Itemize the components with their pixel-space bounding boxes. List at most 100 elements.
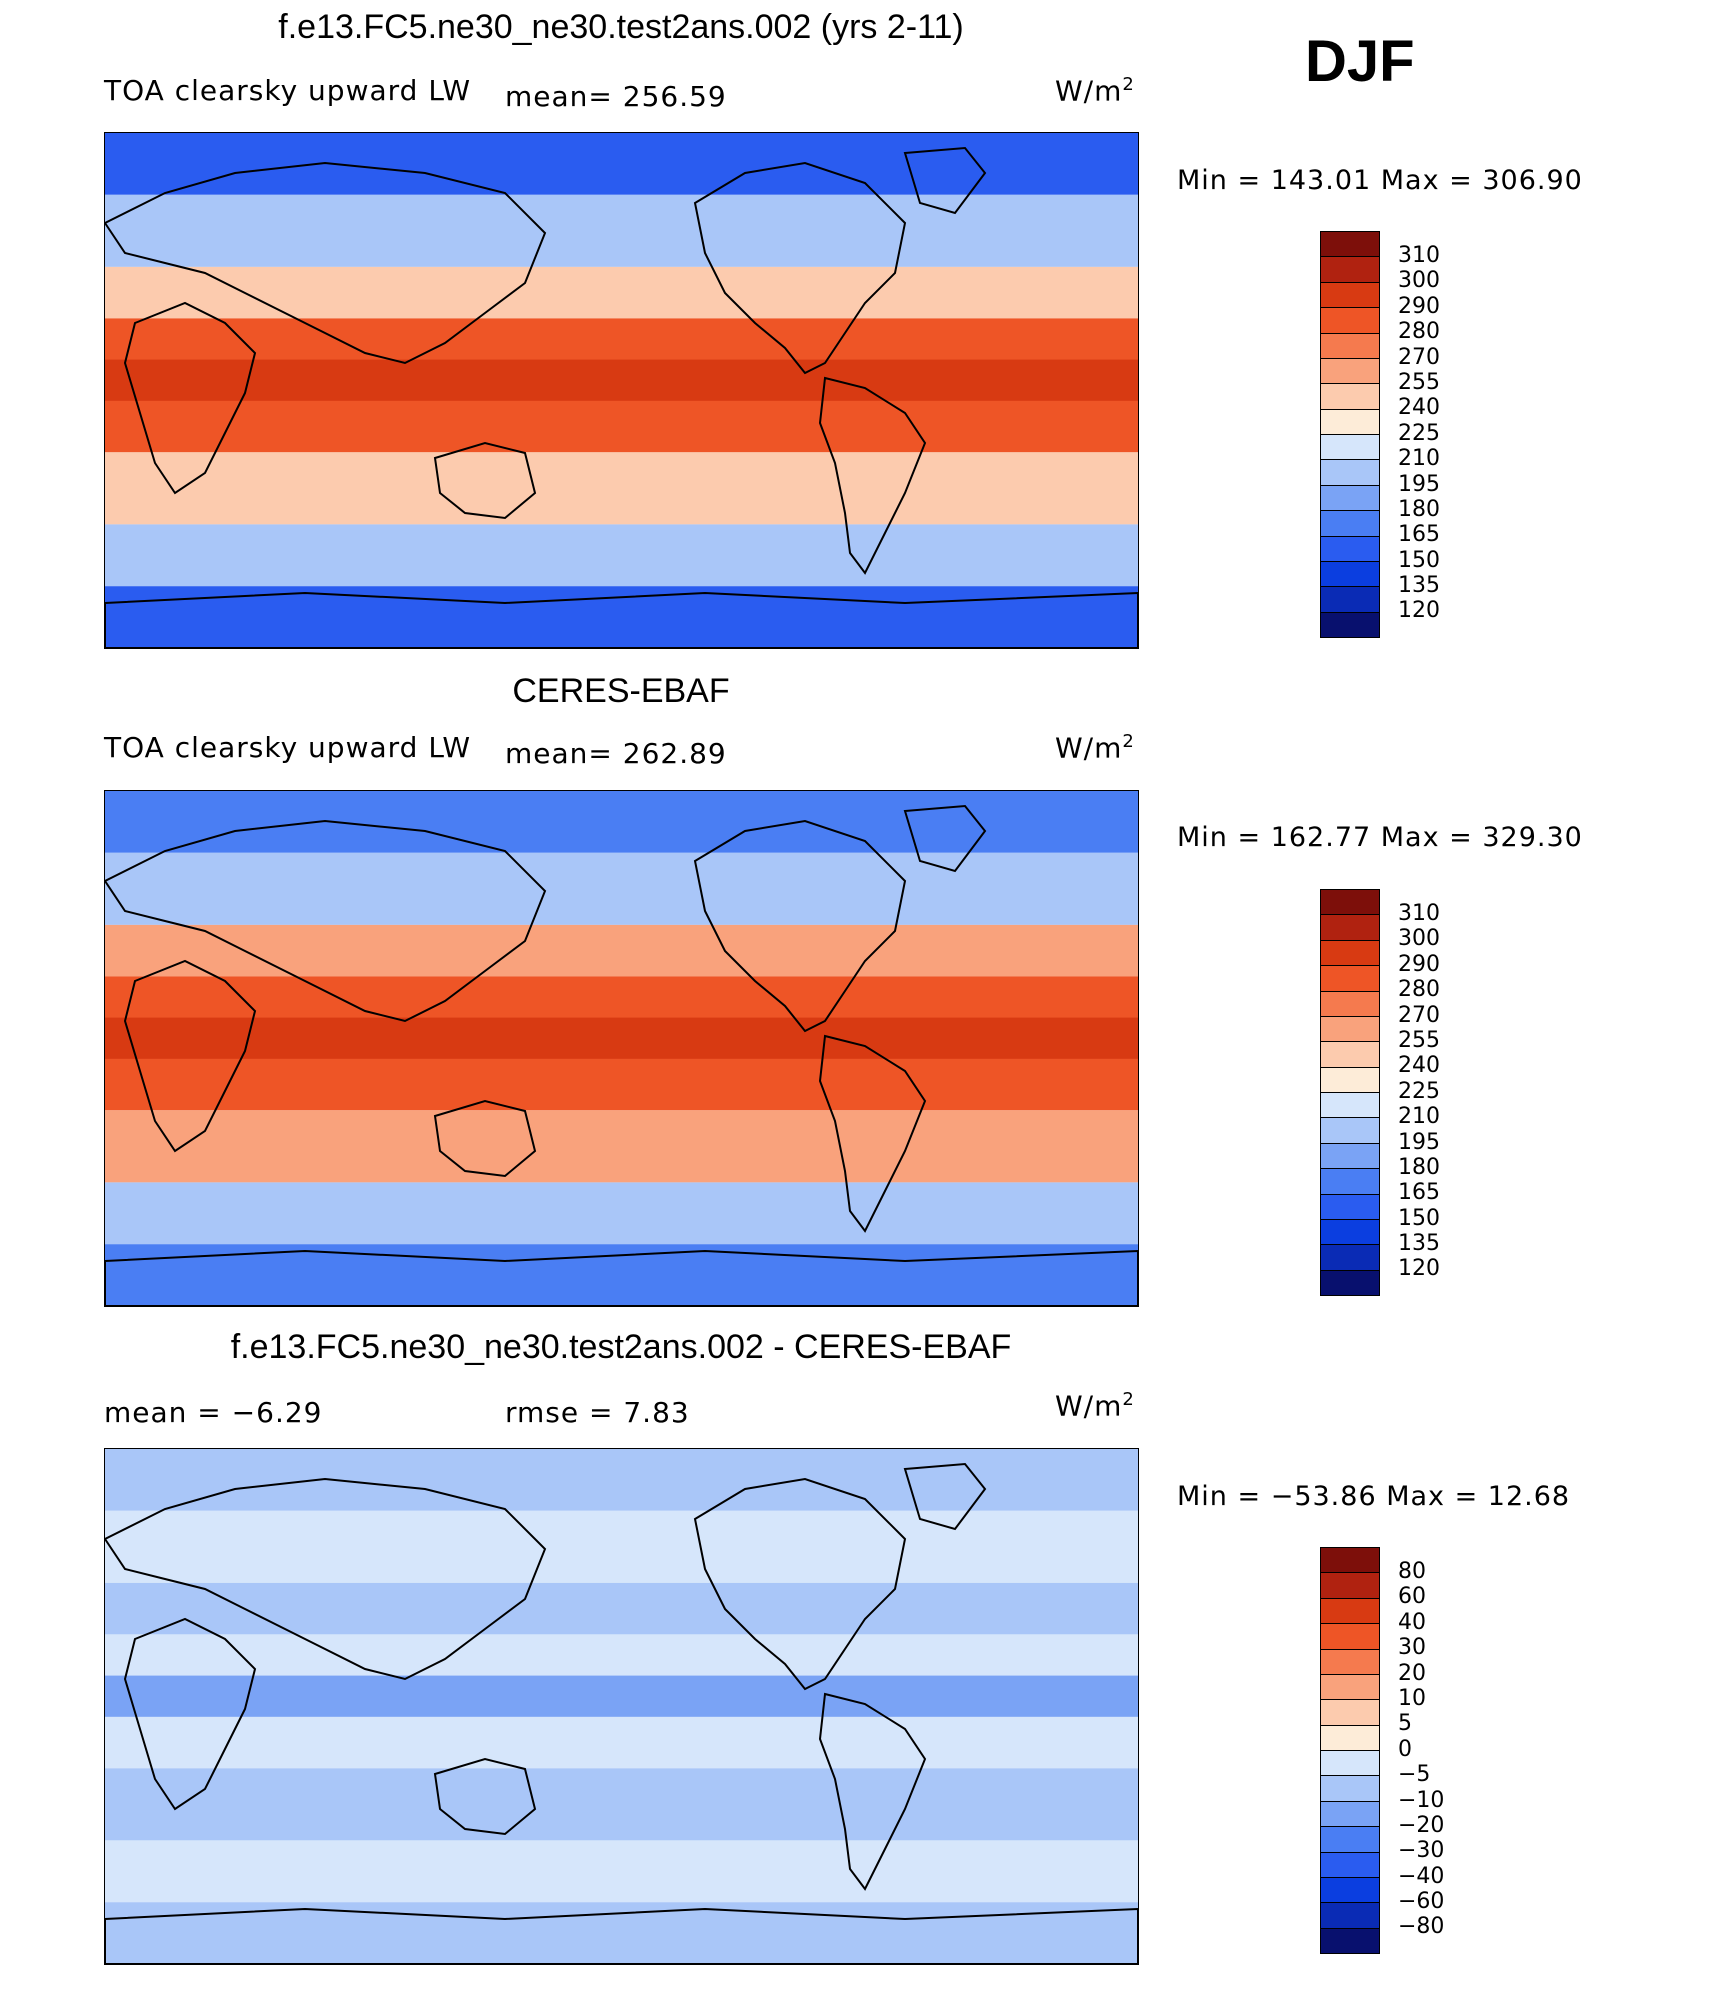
panel-1-mean-label: mean= 256.59: [505, 80, 727, 113]
coastline: [693, 161, 907, 375]
zonal-band: [105, 133, 1138, 195]
panel-3-map: [104, 1448, 1139, 1965]
colorbar-tick-label: 240: [1398, 1053, 1440, 1079]
colorbar-segment: [1321, 1041, 1379, 1067]
colorbar-segment: [1321, 307, 1379, 333]
colorbar-tick-label: 135: [1398, 573, 1440, 599]
map-canvas: [105, 133, 1138, 648]
panel-3-min-max: Min = −53.86 Max = 12.68: [1177, 1481, 1571, 1512]
colorbar-tick-label: 180: [1398, 496, 1440, 522]
colorbar-tick-label: 40: [1398, 1609, 1426, 1635]
colorbar-segment: [1321, 383, 1379, 409]
colorbar-tick-label: 180: [1398, 1154, 1440, 1180]
colorbar-tick-label: 290: [1398, 293, 1440, 319]
coastline: [123, 1617, 257, 1811]
zonal-band: [105, 1675, 1138, 1717]
panel-1-units: W/m2: [1055, 74, 1135, 108]
colorbar-segment: [1321, 332, 1379, 358]
colorbar-tick-label: 165: [1398, 1180, 1440, 1206]
colorbar-segment: [1321, 1902, 1379, 1928]
colorbar-tick-label: 60: [1398, 1584, 1426, 1610]
season-label: DJF: [1305, 29, 1415, 94]
coastline: [433, 1757, 537, 1836]
zonal-band: [105, 852, 1138, 925]
panel-3-units: W/m2: [1055, 1389, 1135, 1423]
colorbar-segment: [1321, 1851, 1379, 1877]
colorbar-segment: [1321, 484, 1379, 511]
panel-3-colorbar-labels: 80 60 40 30 20 10 5 0 −5 −10 −20 −30 −40 −60 −80: [1398, 1559, 1444, 1940]
colorbar-segment: [1321, 1015, 1379, 1042]
zonal-band: [105, 1110, 1138, 1183]
colorbar-segment: [1321, 1876, 1379, 1903]
panel-3-rmse-label: rmse = 7.83: [505, 1396, 690, 1429]
zonal-band: [105, 194, 1138, 267]
map-canvas: [105, 1449, 1138, 1964]
colorbar-segment: [1321, 890, 1379, 915]
coastline: [433, 1099, 537, 1178]
panel-3-colorbar: [1320, 1547, 1380, 1954]
coastline: [105, 1477, 547, 1681]
colorbar-tick-label: 225: [1398, 1078, 1440, 1104]
colorbar-tick-label: 270: [1398, 1002, 1440, 1028]
colorbar-tick-label: 20: [1398, 1660, 1426, 1686]
colorbar-segment: [1321, 281, 1379, 308]
panel-2-title: CERES-EBAF: [512, 672, 730, 710]
coastline: [105, 591, 1138, 648]
colorbar-segment: [1321, 510, 1379, 536]
coastline: [818, 1692, 927, 1891]
colorbar-segment: [1321, 586, 1379, 612]
panel-2-variable-label: TOA clearsky upward LW: [104, 731, 472, 764]
colorbar-segment: [1321, 939, 1379, 966]
colorbar-segment: [1321, 1193, 1379, 1219]
colorbar-segment: [1321, 1142, 1379, 1169]
colorbar-tick-label: −60: [1398, 1889, 1445, 1915]
colorbar-segment: [1321, 1572, 1379, 1598]
colorbar-tick-label: 210: [1398, 1104, 1440, 1130]
map-canvas: [105, 791, 1138, 1306]
colorbar-segment: [1321, 1673, 1379, 1700]
colorbar-segment: [1321, 535, 1379, 561]
colorbar-tick-label: 300: [1398, 268, 1440, 294]
colorbar-segment: [1321, 1826, 1379, 1852]
colorbar-segment: [1321, 1218, 1379, 1245]
colorbar-tick-label: −20: [1398, 1812, 1445, 1838]
colorbar-segment: [1321, 357, 1379, 384]
colorbar-tick-label: 120: [1398, 1256, 1440, 1282]
coastline: [903, 804, 987, 873]
panel-2-min-max: Min = 162.77 Max = 329.30: [1177, 822, 1583, 853]
colorbar-segment: [1321, 1927, 1379, 1953]
coastline: [105, 1249, 1138, 1306]
panel-1-title: f.e13.FC5.ne30_ne30.test2ans.002 (yrs 2-…: [278, 8, 964, 46]
colorbar-tick-label: 280: [1398, 977, 1440, 1003]
colorbar-tick-label: 255: [1398, 1027, 1440, 1053]
colorbar-segment: [1321, 232, 1379, 257]
colorbar-tick-label: 300: [1398, 926, 1440, 952]
panel-1-map: [104, 132, 1139, 649]
panel-3-title: f.e13.FC5.ne30_ne30.test2ans.002 - CERES…: [230, 1328, 1012, 1366]
panel-2-units: W/m2: [1055, 731, 1135, 765]
colorbar-segment: [1321, 1117, 1379, 1143]
colorbar-tick-label: 150: [1398, 547, 1440, 573]
coastline: [123, 301, 257, 495]
colorbar-segment: [1321, 1775, 1379, 1801]
colorbar-tick-label: 290: [1398, 951, 1440, 977]
colorbar-tick-label: 0: [1398, 1736, 1412, 1762]
zonal-band: [105, 359, 1138, 401]
colorbar-tick-label: −40: [1398, 1863, 1445, 1889]
colorbar-segment: [1321, 1623, 1379, 1649]
coastline: [105, 161, 547, 365]
colorbar-tick-label: 80: [1398, 1559, 1426, 1584]
zonal-band: [105, 266, 1138, 319]
zonal-band: [105, 1768, 1138, 1841]
colorbar-tick-label: 30: [1398, 1635, 1426, 1661]
colorbar-segment: [1321, 1648, 1379, 1674]
colorbar-segment: [1321, 1800, 1379, 1827]
colorbar-tick-label: 280: [1398, 319, 1440, 345]
colorbar-segment: [1321, 1066, 1379, 1092]
colorbar-segment: [1321, 1244, 1379, 1270]
colorbar-segment: [1321, 1168, 1379, 1194]
colorbar-tick-label: 255: [1398, 369, 1440, 395]
colorbar-segment: [1321, 459, 1379, 485]
colorbar-segment: [1321, 965, 1379, 991]
zonal-band: [105, 1182, 1138, 1245]
